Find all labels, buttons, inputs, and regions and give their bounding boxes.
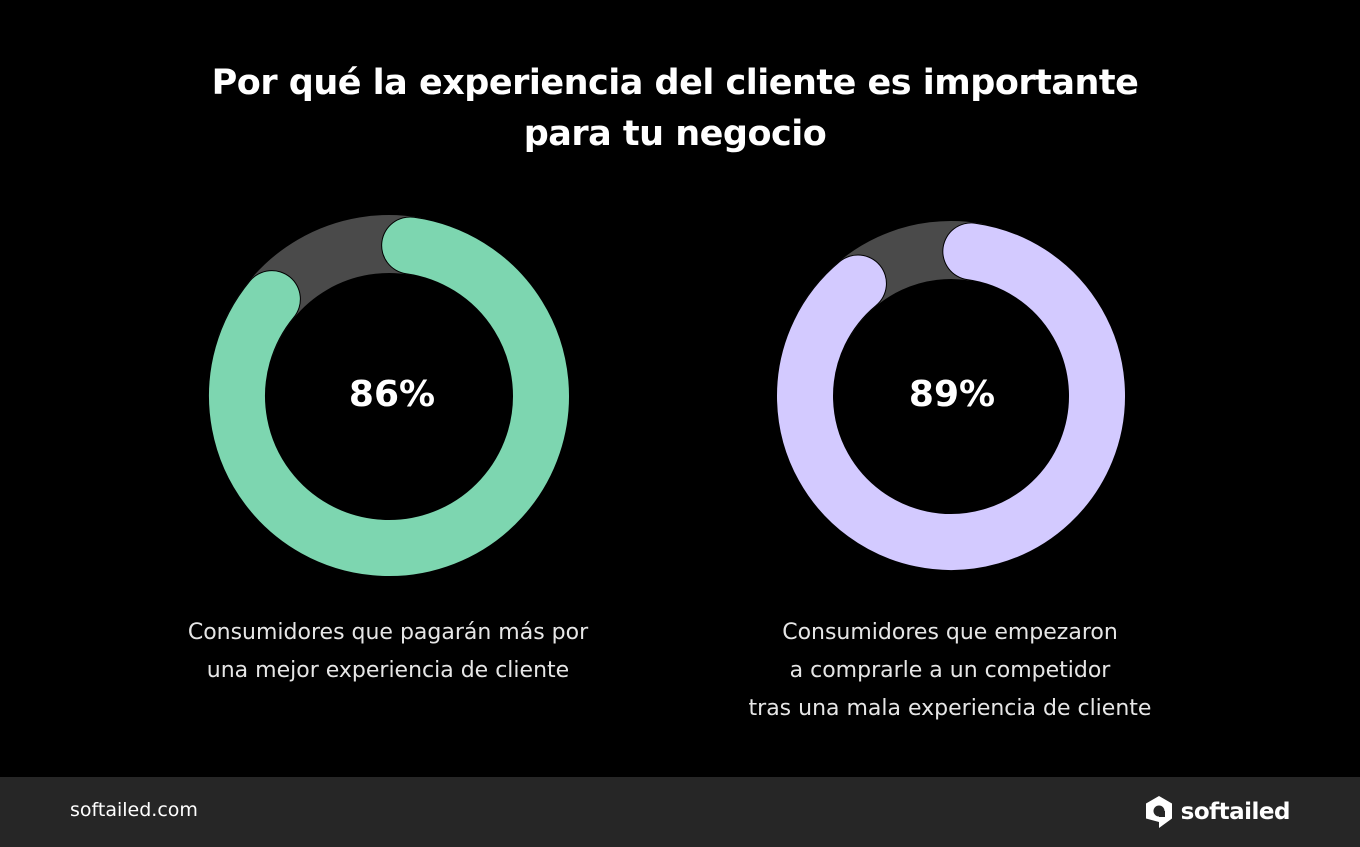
donut-chart-2: 89% bbox=[776, 221, 1126, 571]
donut-1-caption-line-2: una mejor experiencia de cliente bbox=[206, 658, 570, 683]
title-line-1: Por qué la experiencia del cliente es im… bbox=[211, 63, 1139, 103]
donut-2-caption-line-2: a comprarle a un competidor bbox=[789, 658, 1111, 683]
donut-1-value-slice-fill bbox=[209, 217, 569, 576]
donut-charts: 86% 89% bbox=[208, 215, 1126, 577]
donut-2-caption-line-3: tras una mala experiencia de cliente bbox=[748, 696, 1152, 721]
donut-2-value-label: 89% bbox=[909, 374, 995, 415]
brand-logo[interactable]: softailed bbox=[1145, 795, 1291, 829]
donut-1-caption-line-1: Consumidores que pagarán más por bbox=[187, 620, 589, 645]
footer-url[interactable]: softailed.com bbox=[70, 799, 198, 821]
donut-2-caption: Consumidores que empezaron a comprarle a… bbox=[710, 614, 1190, 728]
donut-1-value-label: 86% bbox=[349, 374, 435, 415]
brand-name: softailed bbox=[1180, 799, 1291, 825]
title-line-2: para tu negocio bbox=[523, 114, 827, 154]
donut-2-value-slice-fill bbox=[777, 223, 1125, 570]
footer-bar: softailed.com softailed bbox=[0, 777, 1360, 847]
page-title: Por qué la experiencia del cliente es im… bbox=[0, 58, 1350, 160]
softailed-logo-icon bbox=[1145, 796, 1172, 828]
donut-2-caption-line-1: Consumidores que empezaron bbox=[782, 620, 1118, 645]
donut-chart-1: 86% bbox=[208, 215, 570, 577]
donut-1-caption: Consumidores que pagarán más por una mej… bbox=[148, 614, 628, 690]
